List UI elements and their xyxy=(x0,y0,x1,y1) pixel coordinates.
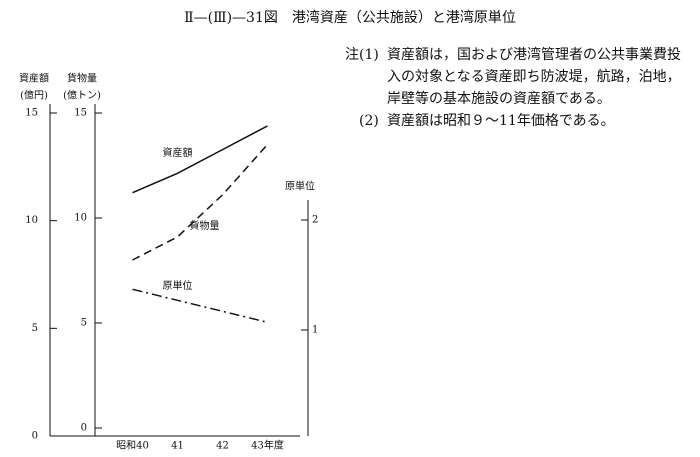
y-axis-title: (億円) xyxy=(20,89,48,102)
note-item: (2) 資産額は昭和９～11年価格である。 xyxy=(359,110,690,132)
y3-tick-label: 5 xyxy=(81,318,87,329)
note-item: (1) 資産額は，国および港湾管理者の公共事業費投入の対象となる資産即ち防波堤，航… xyxy=(359,44,690,110)
y2-axis-title: 原単位 xyxy=(285,180,315,193)
series-line xyxy=(132,288,268,324)
x-tick-label: 42 xyxy=(216,441,229,452)
y-tick-label: 5 xyxy=(32,323,38,334)
y3-tick-label: 15 xyxy=(74,108,87,119)
y2-tick-label: 1 xyxy=(312,325,318,336)
y2-tick-label: 2 xyxy=(312,215,318,226)
note-text: 資産額は昭和９～11年価格である。 xyxy=(387,113,615,129)
series-label: 貨物量 xyxy=(190,219,220,232)
y-tick-label: 15 xyxy=(25,108,38,119)
x-tick-label: 昭和40 xyxy=(116,440,149,452)
series-line xyxy=(132,144,269,261)
y3-axis-title: (億トン) xyxy=(63,89,101,102)
y-axis-title: 資産額 xyxy=(19,72,49,85)
notes-label: 注 xyxy=(345,47,359,63)
y3-tick-label: 10 xyxy=(74,213,87,224)
y3-axis-title: 貨物量 xyxy=(67,72,97,85)
notes-list: (1) 資産額は，国および港湾管理者の公共事業費投入の対象となる資産即ち防波堤，航… xyxy=(359,44,690,132)
note-text: 資産額は，国および港湾管理者の公共事業費投入の対象となる資産即ち防波堤，航路，泊… xyxy=(387,47,681,107)
y-tick-label: 10 xyxy=(25,215,38,226)
x-tick-label: 41 xyxy=(171,441,184,452)
series-label: 原単位 xyxy=(163,279,193,292)
note-number: (2) xyxy=(359,113,379,129)
y3-tick-label: 0 xyxy=(81,423,87,434)
series-label: 資産額 xyxy=(163,146,193,159)
note-number: (1) xyxy=(359,47,379,63)
notes: 注 (1) 資産額は，国および港湾管理者の公共事業費投入の対象となる資産即ち防波堤… xyxy=(345,44,690,132)
x-tick-label: 43年度 xyxy=(251,439,284,452)
y-tick-label: 0 xyxy=(32,431,38,442)
chart-title: Ⅱ—(Ⅲ)—31図 港湾資産（公共施設）と港湾原単位 xyxy=(184,9,516,26)
series-line xyxy=(132,125,268,194)
